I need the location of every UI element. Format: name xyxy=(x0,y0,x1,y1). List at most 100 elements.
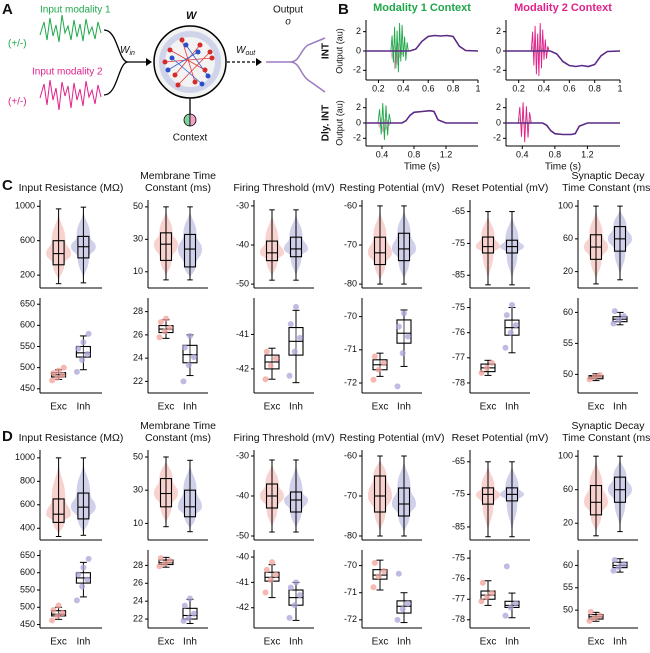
neurons xyxy=(162,37,215,88)
x-axis-label: Time (s) xyxy=(404,162,440,173)
y-tick-label: -2 xyxy=(493,133,501,143)
y-tick-label: -50 xyxy=(236,530,249,540)
data-point xyxy=(507,329,514,336)
data-point xyxy=(49,617,56,624)
data-point xyxy=(291,602,298,609)
y-tick-label: 600 xyxy=(20,499,35,509)
chart-title: Constant (ms) xyxy=(145,432,211,444)
x-axis-label: Time (s) xyxy=(545,162,581,173)
data-point xyxy=(610,320,617,327)
x-tick-label: Inh xyxy=(76,637,90,648)
arrow-head xyxy=(256,58,262,66)
data-point xyxy=(85,330,92,337)
y-tick-label: 2 xyxy=(356,102,361,112)
x-tick-label: Inh xyxy=(613,637,627,648)
y-tick-label: 20 xyxy=(563,266,573,276)
chart-title: Time Constant (ms) xyxy=(562,432,650,444)
y-tick-label: -75 xyxy=(452,238,465,248)
y-tick-label: -76 xyxy=(452,327,465,337)
box xyxy=(289,236,303,258)
x-tick-label: Inh xyxy=(505,402,519,413)
data-point xyxy=(263,348,270,355)
y-tick-label: 55 xyxy=(563,338,573,348)
y-tick-label: 60 xyxy=(563,484,573,494)
data-point xyxy=(615,316,622,323)
y-tick-label: -42 xyxy=(236,602,249,612)
y-tick-label: -72 xyxy=(344,377,357,387)
data-point xyxy=(394,383,401,390)
data-point xyxy=(404,333,411,340)
data-point xyxy=(586,376,593,383)
data-point xyxy=(611,308,618,315)
data-point xyxy=(507,604,514,611)
data-point xyxy=(615,564,622,571)
panel-label: A xyxy=(2,1,13,18)
chart-title: Modality 1 Context xyxy=(373,2,471,14)
chart-title: Reset Potential (mV) xyxy=(452,432,549,444)
y-tick-label: -41 xyxy=(236,329,249,339)
box xyxy=(396,319,412,344)
data-point xyxy=(370,584,377,591)
y-tick-label: 600 xyxy=(20,567,35,577)
arrow-head xyxy=(146,58,152,66)
weight-label: W xyxy=(186,10,198,22)
data-point xyxy=(488,359,495,366)
x-tick-label: 0.8 xyxy=(447,83,460,93)
y-tick-label: -78 xyxy=(452,614,465,624)
x-tick-label: Exc xyxy=(158,402,175,413)
data-point xyxy=(509,302,515,309)
data-point xyxy=(50,370,57,377)
box xyxy=(265,240,279,262)
y-tick-label: 200 xyxy=(20,269,35,279)
x-tick-label: 0.4 xyxy=(376,149,389,159)
box xyxy=(183,489,197,518)
data-point xyxy=(371,559,378,566)
y-tick-label: 0 xyxy=(356,45,361,55)
data-point xyxy=(483,594,490,601)
data-point xyxy=(291,348,298,355)
series-line xyxy=(377,103,392,140)
x-tick-label: Exc xyxy=(264,402,281,413)
data-point xyxy=(75,571,82,578)
box xyxy=(183,233,197,268)
data-point xyxy=(371,353,378,360)
box xyxy=(589,484,603,516)
data-point xyxy=(79,583,86,590)
data-point xyxy=(185,615,192,622)
data-point xyxy=(161,560,168,567)
data-point xyxy=(512,600,519,607)
data-point xyxy=(399,350,406,357)
y-tick-label: -75 xyxy=(452,489,465,499)
weight-symbol: W xyxy=(120,45,131,56)
data-point xyxy=(187,595,193,602)
y-tick-label: 450 xyxy=(20,619,35,629)
context-label: Context xyxy=(173,133,208,144)
chart-title: Input Resistance (MΩ) xyxy=(19,432,124,444)
weight-subscript: in xyxy=(129,50,135,57)
chart-title: Time Constant (ms) xyxy=(562,182,650,194)
series-line xyxy=(517,102,532,143)
network-ring xyxy=(159,31,221,93)
y-tick-label: 30 xyxy=(133,234,143,244)
data-point xyxy=(399,606,406,612)
y-tick-label: -78 xyxy=(452,377,465,387)
data-point xyxy=(157,319,164,326)
box xyxy=(159,478,173,508)
x-tick-label: Exc xyxy=(588,402,605,413)
data-point xyxy=(591,373,598,380)
network-links xyxy=(164,39,213,86)
y-tick-label: -2 xyxy=(353,133,361,143)
y-tick-label: 550 xyxy=(20,341,35,351)
x-tick-label: 0.4 xyxy=(538,83,551,93)
y-tick-label: 60 xyxy=(563,307,573,317)
y-tick-label: -40 xyxy=(236,490,249,500)
data-point xyxy=(503,563,510,570)
y-axis-label: Output (au) xyxy=(334,100,344,146)
context-node xyxy=(183,113,191,127)
y-tick-label: -77 xyxy=(452,594,465,604)
x-tick-label: Exc xyxy=(158,637,175,648)
data-point xyxy=(263,566,270,573)
x-tick-label: 1 xyxy=(617,83,622,93)
y-tick-label: 20 xyxy=(563,518,573,528)
data-point xyxy=(610,567,617,574)
